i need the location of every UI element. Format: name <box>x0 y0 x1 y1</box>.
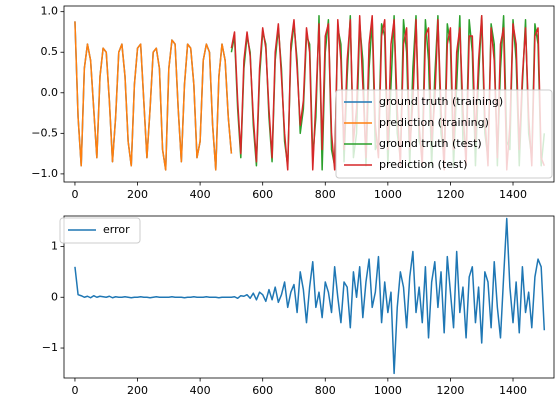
y-tick-label: 1 <box>51 239 58 252</box>
x-tick-label: 0 <box>71 188 78 201</box>
x-tick-label: 1000 <box>374 384 402 397</box>
x-tick-label: 1000 <box>374 188 402 201</box>
line-series <box>74 217 546 375</box>
line-series <box>74 21 233 171</box>
y-tick-label: 1.0 <box>41 5 59 18</box>
x-tick-label: 400 <box>190 384 211 397</box>
x-tick-label: 400 <box>190 188 211 201</box>
y-tick-label: 0 <box>51 290 58 303</box>
x-tick-label: 600 <box>252 384 273 397</box>
legend-label: ground truth (training) <box>379 95 503 108</box>
legend: error <box>59 217 141 244</box>
y-tick-label: −0.5 <box>31 126 58 139</box>
legend-label: error <box>103 223 130 236</box>
x-tick-label: 800 <box>315 384 336 397</box>
x-tick-label: 200 <box>127 384 148 397</box>
x-tick-label: 1400 <box>499 384 527 397</box>
legend-box <box>335 89 553 179</box>
x-tick-label: 800 <box>315 188 336 201</box>
x-tick-label: 1200 <box>436 188 464 201</box>
line-series <box>74 21 233 171</box>
y-tick-label: 0.5 <box>41 45 59 58</box>
legend-label: prediction (test) <box>379 158 467 171</box>
y-tick-label: −1.0 <box>31 167 58 180</box>
y-tick-label: −1 <box>42 341 58 354</box>
x-tick-label: 0 <box>71 384 78 397</box>
axes-frame <box>63 5 555 183</box>
x-tick-label: 1200 <box>436 384 464 397</box>
legend-label: ground truth (test) <box>379 137 482 150</box>
legend-label: prediction (training) <box>379 116 489 129</box>
x-tick-label: 200 <box>127 188 148 201</box>
x-tick-label: 600 <box>252 188 273 201</box>
legend: ground truth (training) prediction (train… <box>335 89 553 179</box>
y-tick-label: 0.0 <box>41 86 59 99</box>
legend-box <box>59 217 141 244</box>
plot-area <box>74 217 546 375</box>
x-tick-label: 1400 <box>499 188 527 201</box>
